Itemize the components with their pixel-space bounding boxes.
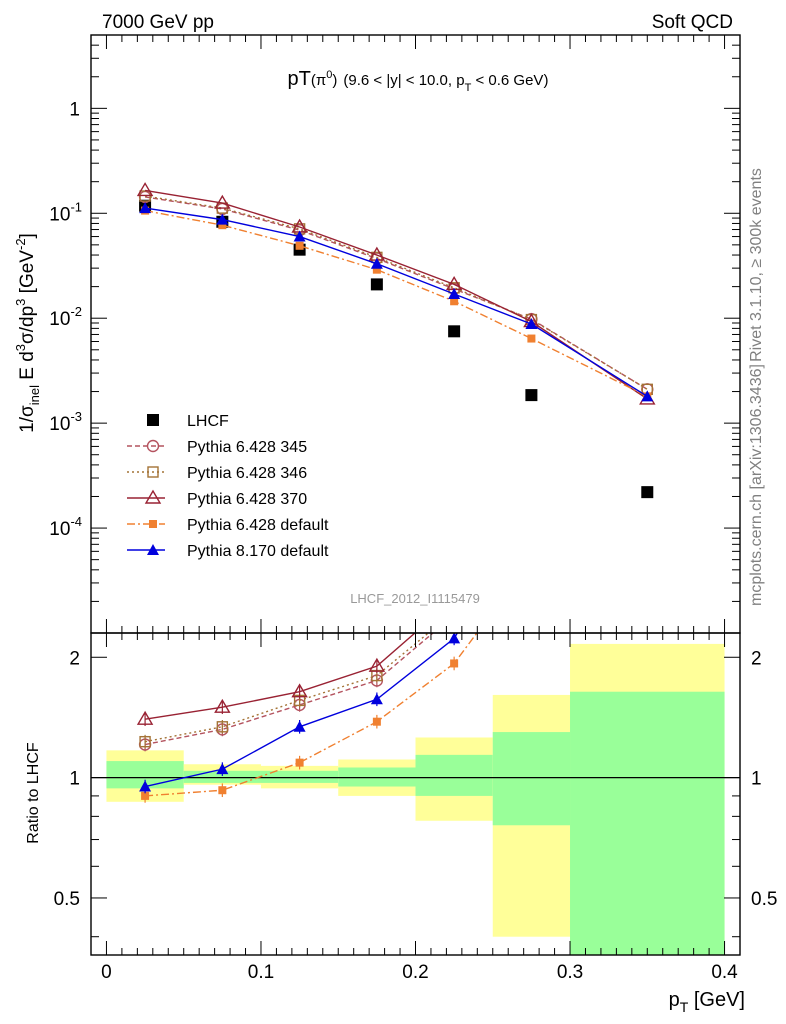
x-tick-label: 0.2	[402, 962, 428, 983]
series-line-4	[144, 209, 648, 397]
ratio-point-1-0	[139, 735, 151, 748]
ratio-y-tick-label-right: 0.5	[751, 889, 777, 910]
data-point-0-5	[525, 389, 538, 402]
ratio-point-2-1	[214, 698, 231, 713]
legend-item-p346: Pythia 6.428 346	[127, 465, 307, 482]
data-point-5-1	[216, 213, 229, 225]
data-point-5-2	[293, 230, 306, 242]
main-y-tick-label: 10-4	[49, 514, 82, 540]
ratio-point-2-3	[368, 657, 386, 672]
ratio-y-axis-label: Ratio to LHCF	[25, 742, 42, 844]
legend-item-pdef: Pythia 6.428 default	[127, 517, 329, 534]
ratio-point-4-1	[216, 763, 229, 775]
data-point-5-5	[525, 318, 538, 330]
series-4	[141, 206, 652, 401]
ratio-point-3-3	[372, 717, 381, 726]
legend-marker	[147, 466, 159, 478]
ratio-point-1-1	[216, 721, 229, 733]
rivet-version-label: Rivet 3.1.10, ≥ 300k events	[748, 168, 765, 362]
stat-uncertainty-band-5	[492, 732, 571, 826]
plot-title: pT(π0) (9.6 < |y| < 10.0, pT < 0.6 GeV)	[288, 68, 549, 94]
data-point-4-4	[450, 297, 459, 306]
ratio-point-3-4	[450, 659, 459, 668]
legend-label: Pythia 6.428 345	[187, 439, 307, 456]
legend-item-p8: Pythia 8.170 default	[127, 543, 329, 560]
data-point-4-2	[295, 241, 304, 250]
x-tick-label: 0.1	[248, 962, 274, 983]
data-point-0-4	[448, 325, 461, 338]
ratio-series-4	[139, 633, 461, 794]
legend: LHCF Pythia 6.428 345 Pythia 6.428 346 Pyth…	[127, 413, 329, 560]
data-point-0-3	[370, 278, 383, 291]
legend-marker	[146, 439, 160, 453]
x-tick-label: 0.4	[711, 962, 738, 983]
data-point-4-3	[372, 265, 381, 274]
ratio-point-3-2	[295, 758, 304, 767]
stat-uncertainty-band-6	[570, 691, 725, 955]
main-y-tick-label: 10-2	[49, 304, 82, 330]
legend-label: Pythia 6.428 default	[187, 517, 329, 534]
legend-item-p345: Pythia 6.428 345	[127, 439, 307, 456]
legend-label: LHCF	[187, 413, 229, 430]
ratio-plot-layer	[91, 633, 740, 803]
x-axis-label: pT [GeV]	[669, 989, 745, 1015]
legend-item-lhcf: LHCF	[147, 413, 229, 430]
data-point-5-6	[641, 390, 654, 402]
series-5	[139, 202, 654, 402]
data-point-5-4	[448, 288, 461, 300]
series-line-5	[144, 207, 648, 397]
data-point-3-0	[136, 182, 154, 197]
analysis-id: LHCF_2012_I1115479	[350, 591, 480, 606]
header-right: Soft QCD	[652, 12, 733, 33]
ratio-y-tick-label: 1	[69, 769, 80, 790]
stat-uncertainty-band-2	[260, 770, 339, 783]
data-point-4-1	[218, 221, 227, 230]
ratio-point-4-3	[370, 693, 383, 705]
axes-layer: 0 0.1 0.2 0.3 0.4 10-4 10-3 10-2 10-1 1 0.5 0.5 1 1 2 2	[49, 34, 777, 983]
data-point-0-6	[641, 486, 654, 499]
ratio-point-4-2	[293, 720, 306, 732]
ratio-y-tick-label-right: 1	[751, 769, 762, 790]
legend-marker	[147, 544, 159, 555]
mcplots-label: mcplots.cern.ch [arXiv:1306.3436]	[748, 364, 765, 606]
x-tick-label: 0	[101, 962, 112, 983]
ratio-point-3-1	[218, 786, 227, 795]
plot-title-main: pT	[288, 68, 311, 90]
header-left: 7000 GeV pp	[102, 12, 214, 33]
data-point-3-1	[214, 194, 231, 209]
main-y-tick-label: 10-3	[49, 409, 82, 435]
series-3	[136, 182, 656, 405]
legend-marker	[144, 489, 162, 504]
legend-label: Pythia 6.428 346	[187, 465, 307, 482]
legend-marker	[147, 414, 159, 426]
ratio-point-2-0	[136, 710, 154, 725]
data-point-5-0	[139, 202, 152, 214]
data-point-5-3	[370, 257, 383, 269]
legend-label: Pythia 6.428 370	[187, 491, 307, 508]
legend-item-p370: Pythia 6.428 370	[127, 489, 307, 508]
main-plot-layer	[136, 182, 656, 499]
main-y-tick-label: 10-1	[49, 199, 82, 225]
legend-marker	[149, 520, 157, 528]
ratio-uncertainty-bands	[106, 643, 725, 955]
stat-uncertainty-band-3	[338, 767, 416, 787]
x-tick-label: 0.3	[557, 962, 583, 983]
stat-uncertainty-band-4	[415, 754, 493, 796]
ratio-y-tick-label-right: 2	[751, 648, 762, 669]
ratio-point-4-0	[139, 780, 152, 792]
ratio-y-tick-label: 2	[69, 648, 80, 669]
main-y-tick-label: 1	[69, 99, 80, 120]
main-y-axis-label: 1/σinel E d3σ/dp3 [GeV-2]	[13, 233, 42, 433]
ratio-point-4-4	[448, 633, 461, 644]
data-point-4-5	[527, 334, 536, 343]
ratio-series-3	[141, 633, 478, 803]
ratio-point-3-0	[141, 791, 150, 800]
ratio-series-2	[136, 633, 417, 727]
series-line-2	[144, 195, 648, 390]
ratio-point-2-2	[291, 683, 308, 698]
legend-label: Pythia 8.170 default	[187, 543, 329, 560]
ratio-y-tick-label: 0.5	[54, 889, 80, 910]
